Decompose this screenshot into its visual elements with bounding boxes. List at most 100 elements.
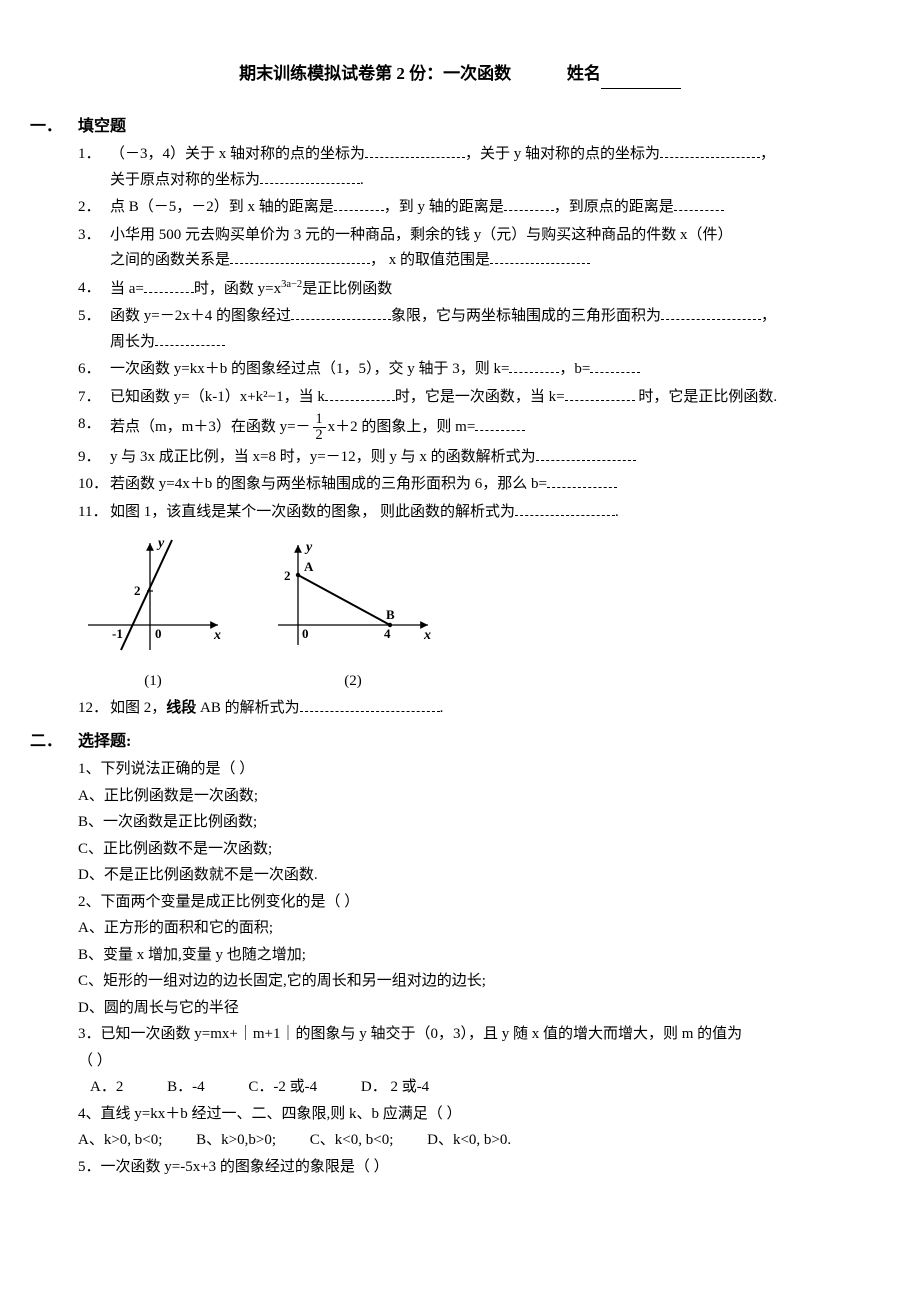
blank[interactable]	[291, 307, 391, 321]
q-num: 5．	[78, 304, 110, 355]
stem: 下列说法正确的是（ ）	[101, 761, 255, 777]
blank[interactable]	[155, 332, 225, 346]
opt-C[interactable]: C、矩形的一组对边的边长固定,它的周长和另一组对边的边长;	[78, 969, 890, 995]
blank[interactable]	[475, 417, 525, 431]
q12: 12． 如图 2，线段 AB 的解析式为.	[78, 696, 890, 722]
q10: 10． 若函数 y=4x＋b 的图象与两坐标轴围成的三角形面积为 6，那么 b=	[78, 472, 890, 498]
figures-row: y x 0 2 -1 (1) y x 0 2 A B 4 (2)	[78, 535, 890, 694]
opt-D[interactable]: D、k<0, b>0.	[427, 1128, 511, 1154]
frac-bot: 2	[313, 428, 326, 443]
text: x＋2 的图象上，则 m=	[328, 419, 476, 435]
section1-heading: 一．填空题	[30, 113, 890, 140]
frac-top: 1	[313, 412, 326, 428]
text: 函数 y=－2x＋4 的图象经过	[110, 308, 291, 324]
text: AB 的解析式为	[196, 700, 299, 716]
opt-A[interactable]: A．2	[90, 1075, 123, 1101]
fig1-svg: y x 0 2 -1	[78, 535, 228, 655]
section2-num: 二．	[30, 728, 78, 755]
text: 是正比例函数	[302, 281, 392, 297]
q-num: 3．	[78, 223, 110, 274]
fig2-y: y	[304, 540, 313, 555]
section1-num: 一．	[30, 113, 78, 140]
text: 周长为	[110, 334, 155, 350]
opt-D[interactable]: D． 2 或-4	[361, 1075, 429, 1101]
q-body: 点 B（－5，－2）到 x 轴的距离是，到 y 轴的距离是，到原点的距离是	[110, 195, 890, 221]
section2-title: 选择题:	[78, 733, 131, 750]
q8: 8． 若点（m，m＋3）在函数 y=－12x＋2 的图象上，则 m=	[78, 412, 890, 443]
opt-A[interactable]: A、k>0, b<0;	[78, 1128, 162, 1154]
blank[interactable]	[565, 387, 635, 401]
fig1-0: 0	[155, 626, 162, 641]
text: ， x 的取值范围是	[370, 252, 490, 268]
section1-items: 1． （－3，4）关于 x 轴对称的点的坐标为，关于 y 轴对称的点的坐标为， …	[30, 142, 890, 525]
q-num: 4、	[78, 1106, 101, 1122]
q-body: y 与 3x 成正比例，当 x=8 时，y=－12，则 y 与 x 的函数解析式…	[110, 445, 890, 471]
text: 小华用 500 元去购买单价为 3 元的一种商品，剩余的钱 y（元）与购买这种商…	[110, 227, 733, 243]
text: 点 B（－5，－2）到 x 轴的距离是	[110, 199, 334, 215]
fig2-2: 2	[284, 568, 291, 583]
section2-q1: 1、下列说法正确的是（ ） A、正比例函数是一次函数; B、一次函数是正比例函数…	[30, 757, 890, 889]
text: 已知函数 y=（k-1）x+k²−1，当 k	[110, 389, 325, 405]
opt-A[interactable]: A、正比例函数是一次函数;	[78, 784, 890, 810]
blank[interactable]	[325, 387, 395, 401]
q-body: 已知函数 y=（k-1）x+k²−1，当 k 时，它是一次函数，当 k= 时，它是…	[110, 385, 890, 411]
opt-B[interactable]: B、变量 x 增加,变量 y 也随之增加;	[78, 943, 890, 969]
blank[interactable]	[230, 251, 370, 265]
q-num: 2、	[78, 894, 101, 910]
opt-A[interactable]: A、正方形的面积和它的面积;	[78, 916, 890, 942]
opt-B[interactable]: B．-4	[167, 1075, 205, 1101]
text: .	[615, 504, 619, 520]
q-num: 10．	[78, 472, 110, 498]
q-body: 如图 1，该直线是某个一次函数的图象， 则此函数的解析式为.	[110, 500, 890, 526]
text: 一次函数 y=kx＋b 的图象经过点（1，5），交 y 轴于 3，则 k=	[110, 361, 509, 377]
text: 当 a=	[110, 281, 144, 297]
blank[interactable]	[536, 447, 636, 461]
blank[interactable]	[144, 279, 194, 293]
opt-C[interactable]: C、k<0, b<0;	[310, 1128, 394, 1154]
q2: 2． 点 B（－5，－2）到 x 轴的距离是，到 y 轴的距离是，到原点的距离是	[78, 195, 890, 221]
blank[interactable]	[490, 251, 590, 265]
blank[interactable]	[260, 170, 360, 184]
blank[interactable]	[515, 502, 615, 516]
text: 时，它是一次函数，当 k=	[395, 389, 565, 405]
stem: 已知一次函数 y=mx+｜m+1｜的图象与 y 轴交于（0，3），且 y 随 x…	[101, 1026, 743, 1042]
text: 如图 1，该直线是某个一次函数的图象， 则此函数的解析式为	[110, 504, 515, 520]
q-num: 1、	[78, 761, 101, 777]
opt-D[interactable]: D、圆的周长与它的半径	[78, 996, 890, 1022]
opt-B[interactable]: B、一次函数是正比例函数;	[78, 810, 890, 836]
q5: 5． 函数 y=－2x＋4 的图象经过象限，它与两坐标轴围成的三角形面积为， 周…	[78, 304, 890, 355]
blank[interactable]	[365, 145, 465, 159]
blank[interactable]	[334, 198, 384, 212]
blank[interactable]	[509, 360, 559, 374]
blank[interactable]	[661, 307, 761, 321]
text: 若点（m，m＋3）在函数 y=－	[110, 419, 311, 435]
text: .	[360, 172, 364, 188]
blank[interactable]	[590, 360, 640, 374]
name-blank[interactable]	[601, 88, 681, 89]
blank[interactable]	[674, 198, 724, 212]
blank[interactable]	[660, 145, 760, 159]
blank[interactable]	[300, 699, 440, 713]
fig1-x: x	[213, 628, 221, 643]
section2-q3: 3．已知一次函数 y=mx+｜m+1｜的图象与 y 轴交于（0，3），且 y 随…	[30, 1022, 890, 1101]
text: ，到 y 轴的距离是	[384, 199, 504, 215]
opt-B[interactable]: B、k>0,b>0;	[196, 1128, 276, 1154]
section2-q4: 4、直线 y=kx＋b 经过一、二、四象限,则 k、b 应满足（ ） A、k>0…	[30, 1102, 890, 1154]
fig2-x: x	[423, 628, 431, 643]
name-label: 姓名	[567, 60, 601, 89]
sup: 3a−2	[281, 279, 302, 290]
blank[interactable]	[504, 198, 554, 212]
text-bold: 线段	[166, 700, 196, 716]
fig2-B: B	[386, 607, 395, 622]
q-num: 9．	[78, 445, 110, 471]
text: 时，它是正比例函数.	[635, 389, 778, 405]
stem-paren: （ ）	[78, 1049, 890, 1075]
fig2-caption: (2)	[268, 669, 438, 695]
opt-C[interactable]: C、正比例函数不是一次函数;	[78, 837, 890, 863]
text: 象限，它与两坐标轴围成的三角形面积为	[391, 308, 661, 324]
q-body: 如图 2，线段 AB 的解析式为.	[110, 696, 890, 722]
opt-C[interactable]: C．-2 或-4	[248, 1075, 317, 1101]
opt-D[interactable]: D、不是正比例函数就不是一次函数.	[78, 863, 890, 889]
blank[interactable]	[547, 475, 617, 489]
q-num: 12．	[78, 696, 110, 722]
